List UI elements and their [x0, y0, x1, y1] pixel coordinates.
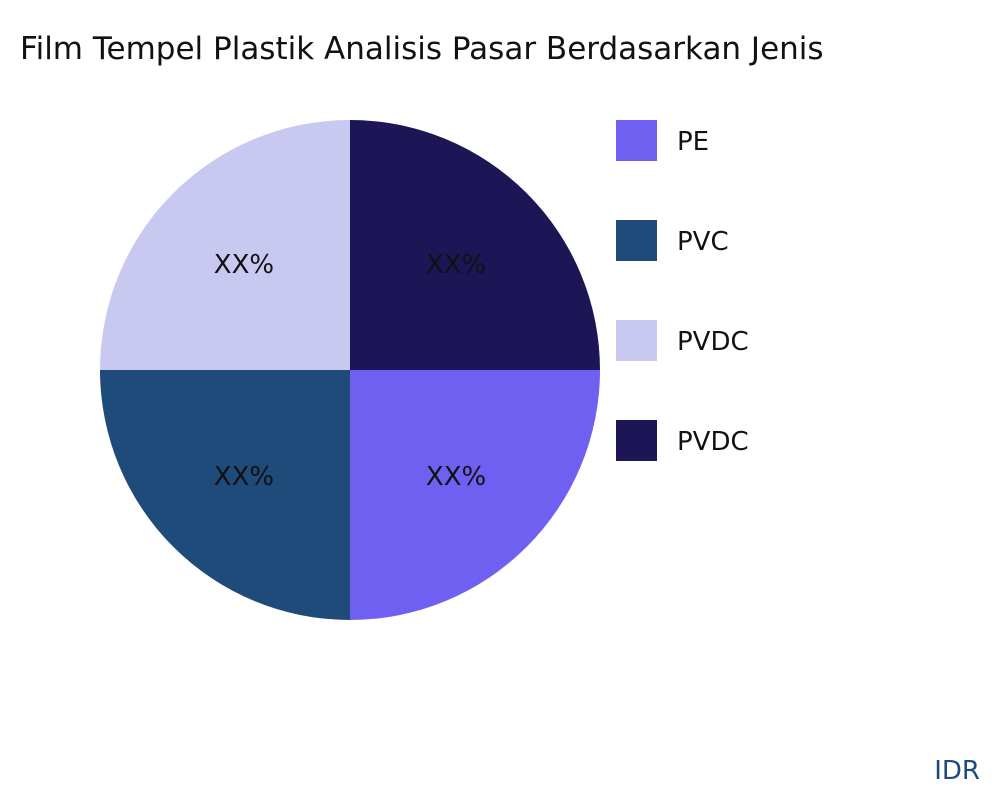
legend-swatch — [616, 320, 657, 361]
legend-swatch — [616, 420, 657, 461]
pie-slice-pvdc — [100, 120, 350, 370]
slice-label: XX% — [426, 462, 486, 492]
legend-label: PE — [677, 127, 709, 157]
watermark: IDR — [934, 756, 980, 786]
legend-swatch — [616, 120, 657, 161]
chart-title: Film Tempel Plastik Analisis Pasar Berda… — [20, 31, 824, 67]
slice-labels: XX% XX% XX% XX% — [214, 250, 486, 492]
legend-label: PVDC — [677, 427, 749, 457]
pie-slice-pvc — [100, 370, 350, 620]
pie-slices — [100, 120, 600, 620]
slice-label: XX% — [214, 250, 274, 280]
slice-label: XX% — [426, 250, 486, 280]
legend: PE PVC PVDC PVDC — [616, 120, 749, 461]
legend-label: PVDC — [677, 327, 749, 357]
legend-swatch — [616, 220, 657, 261]
legend-label: PVC — [677, 227, 729, 257]
pie-slice-pvdc — [350, 120, 600, 370]
slice-label: XX% — [214, 462, 274, 492]
pie-slice-pe — [350, 370, 600, 620]
